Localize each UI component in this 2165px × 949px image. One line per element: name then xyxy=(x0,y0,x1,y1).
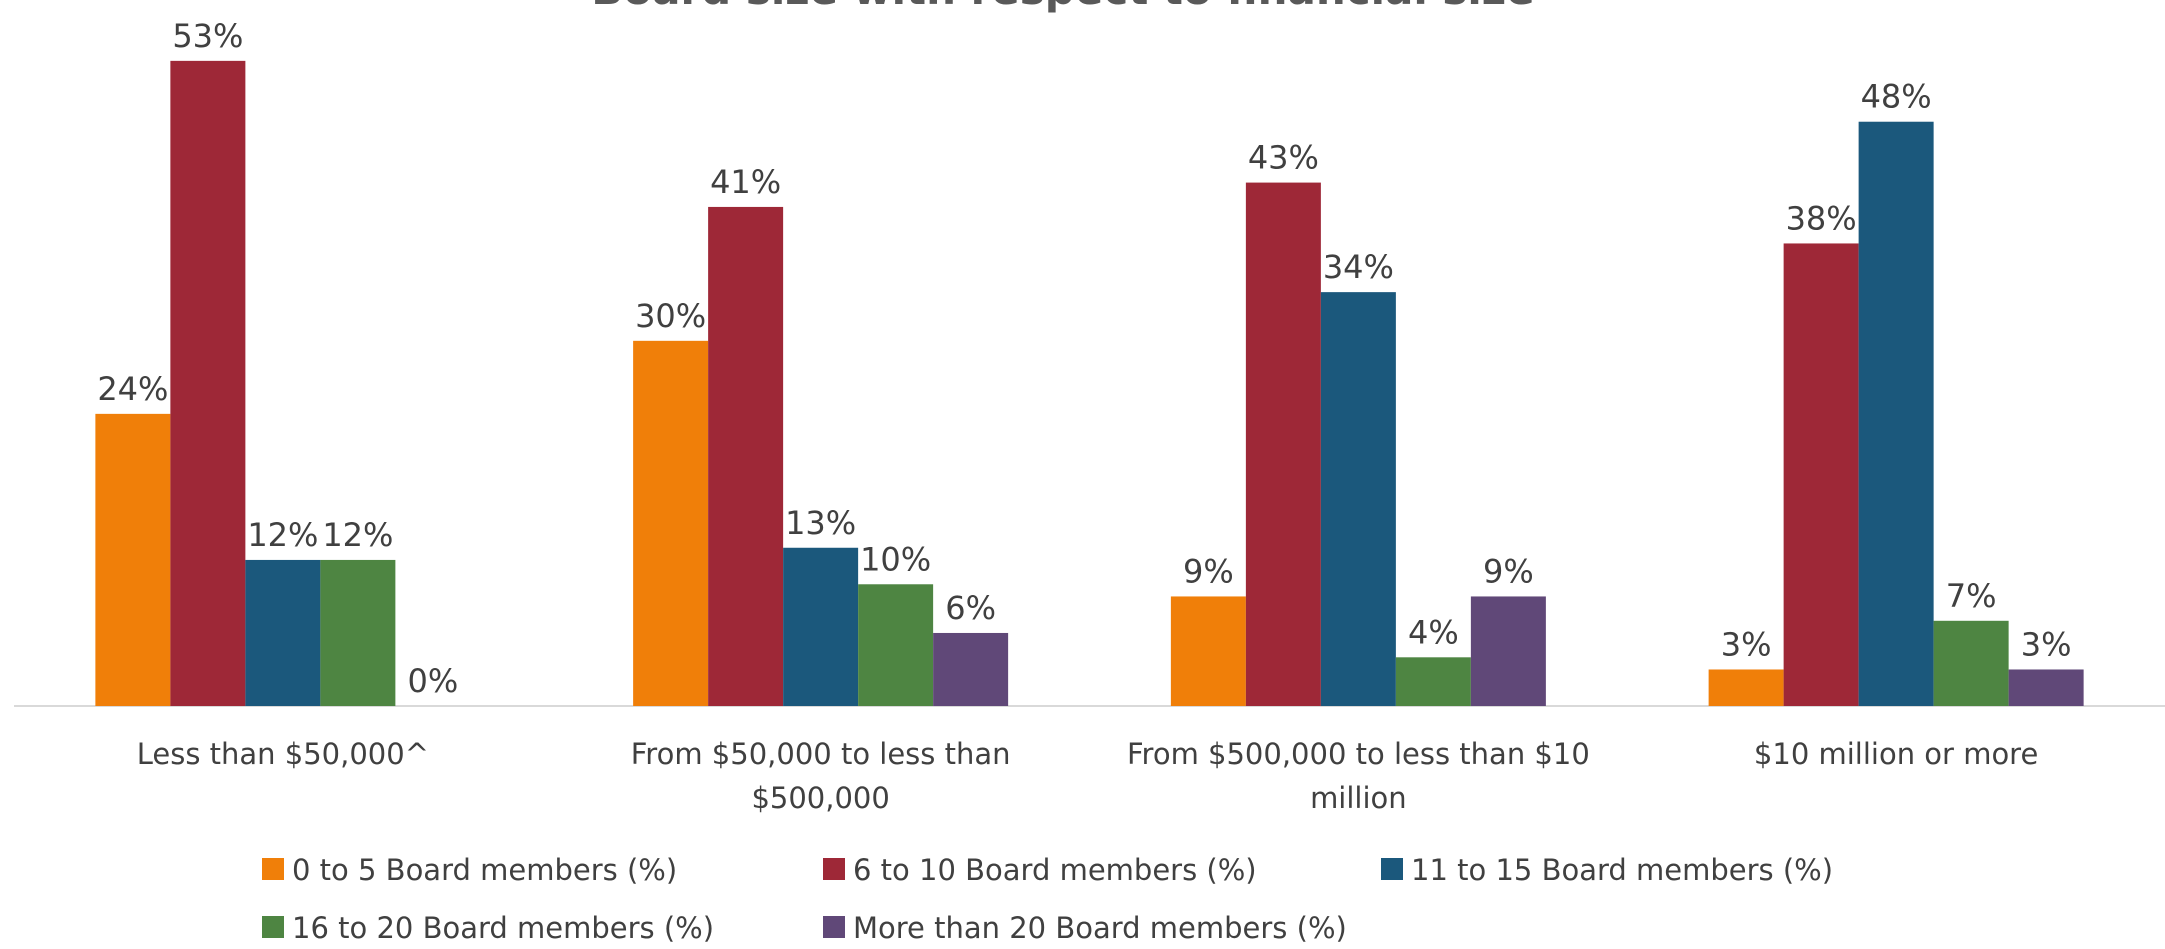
bar xyxy=(95,413,171,706)
data-label: 24% xyxy=(97,370,168,408)
x-tick-label: From $50,000 to less than $500,000 xyxy=(631,737,1011,815)
x-tick-label-line: million xyxy=(1310,781,1407,815)
data-label: 9% xyxy=(1483,552,1534,590)
bar xyxy=(708,206,784,706)
data-label: 7% xyxy=(1946,577,1997,615)
bar xyxy=(1858,121,1934,707)
legend-label: 0 to 5 Board members (%) xyxy=(292,853,677,887)
data-label: 41% xyxy=(710,163,781,201)
data-label: 12% xyxy=(247,516,318,554)
bar xyxy=(1245,182,1321,707)
x-tick-label-line: $10 million or more xyxy=(1754,737,2038,771)
legend-label: 16 to 20 Board members (%) xyxy=(292,911,714,945)
x-tick-label-line: From $50,000 to less than xyxy=(631,737,1011,771)
legend-swatch xyxy=(262,916,284,938)
bar xyxy=(1395,657,1471,706)
data-label: 10% xyxy=(860,540,931,578)
x-tick-label: From $500,000 to less than $10 million xyxy=(1127,737,1590,815)
data-label: 12% xyxy=(322,516,393,554)
bar xyxy=(1708,669,1784,706)
bar xyxy=(1170,596,1246,706)
x-tick-label: Less than $50,000^ xyxy=(137,737,429,771)
chart-title: Board size with respect to financial siz… xyxy=(591,0,1535,14)
data-label: 48% xyxy=(1861,78,1932,116)
bar xyxy=(1933,620,2009,706)
data-label: 43% xyxy=(1248,139,1319,177)
x-tick-label-line: From $500,000 to less than $10 xyxy=(1127,737,1590,771)
legend-label: 11 to 15 Board members (%) xyxy=(1411,853,1833,887)
bar xyxy=(1320,292,1396,706)
bar xyxy=(783,547,859,706)
bar xyxy=(245,559,321,706)
bar xyxy=(633,340,709,706)
legend-swatch xyxy=(1381,858,1403,880)
bar xyxy=(1470,596,1546,706)
legend-swatch xyxy=(262,858,284,880)
bar xyxy=(170,60,246,707)
data-label: 34% xyxy=(1323,248,1394,286)
data-label: 0% xyxy=(407,662,458,700)
data-label: 13% xyxy=(785,504,856,542)
legend-swatch xyxy=(823,916,845,938)
data-label: 30% xyxy=(635,297,706,335)
bar xyxy=(1783,243,1859,706)
data-label: 4% xyxy=(1408,613,1459,651)
data-label: 3% xyxy=(2021,625,2072,663)
bar xyxy=(858,584,934,706)
bar xyxy=(933,632,1009,706)
data-label: 6% xyxy=(945,589,996,627)
bar xyxy=(320,559,396,706)
legend-label: More than 20 Board members (%) xyxy=(853,911,1347,945)
legend-label: 6 to 10 Board members (%) xyxy=(853,853,1257,887)
bar xyxy=(2008,669,2084,706)
x-tick-label-line: $500,000 xyxy=(751,781,889,815)
x-tick-label-line: Less than $50,000^ xyxy=(137,737,429,771)
data-label: 9% xyxy=(1183,552,1234,590)
x-tick-label: $10 million or more xyxy=(1754,737,2038,771)
data-label: 53% xyxy=(172,17,243,55)
data-label: 38% xyxy=(1786,199,1857,237)
data-label: 3% xyxy=(1721,625,1772,663)
legend-swatch xyxy=(823,858,845,880)
